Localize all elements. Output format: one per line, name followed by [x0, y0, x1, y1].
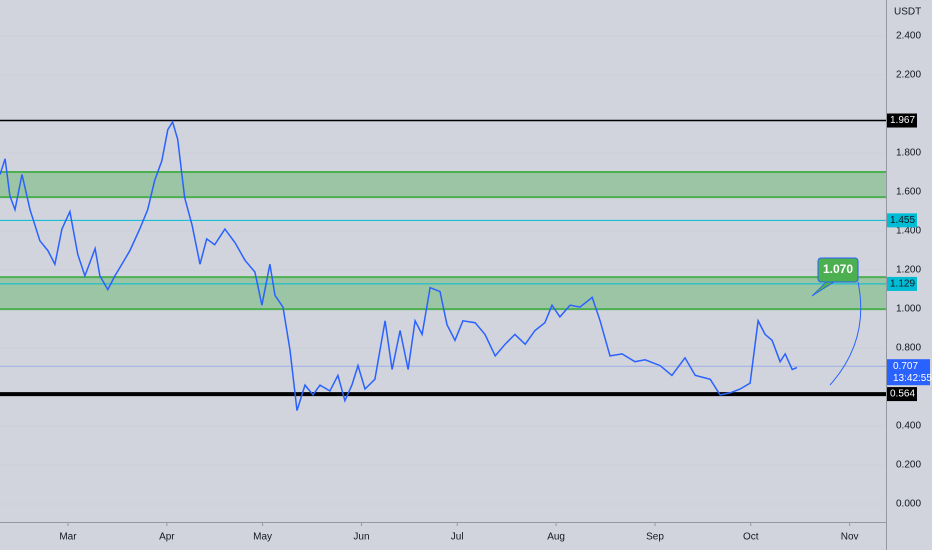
y-tick-label: 2.200: [896, 70, 921, 81]
callout-box: [817, 257, 859, 283]
x-tick-label: Oct: [743, 532, 759, 543]
y-tick-label: 1.800: [896, 148, 921, 159]
x-tick-label: Sep: [646, 532, 664, 543]
x-tick-label: Jun: [353, 532, 369, 543]
x-tick-label: Apr: [159, 532, 175, 543]
price-tag-label: 1.129: [890, 279, 915, 290]
arrow: [829, 281, 862, 386]
y-tick-label: 1.400: [896, 226, 921, 237]
price-tag-label: 1.455: [890, 215, 915, 226]
x-tick-label: May: [253, 532, 272, 543]
plot: [0, 35, 886, 505]
last-price-tag: [887, 359, 930, 386]
x-tick-label: Nov: [841, 532, 859, 543]
price-tag: [887, 387, 917, 402]
y-tick-label: 1.600: [896, 187, 921, 198]
price-tag: [887, 276, 917, 291]
y-tick-label: 0.400: [896, 421, 921, 432]
y-tick-label: 0.800: [896, 343, 921, 354]
y-tick-label: 1.200: [896, 265, 921, 276]
currency-label: USDT: [894, 7, 921, 18]
last-price-label: 0.707: [893, 361, 918, 372]
x-tick-label: Aug: [547, 532, 565, 543]
price-tag: [887, 213, 917, 228]
countdown: 13:42:55: [893, 373, 932, 384]
price-tag-label: 1.967: [890, 115, 915, 126]
price-line: [0, 120, 798, 411]
y-tick-label: 0.200: [896, 460, 921, 471]
y-tick-label: 1.000: [896, 304, 921, 315]
callout-text: 1.070: [823, 262, 853, 276]
x-tick-label: Mar: [59, 532, 77, 543]
x-tick-label: Jul: [451, 532, 464, 543]
price-tag: [887, 113, 917, 128]
y-tick-label: 2.400: [896, 31, 921, 42]
price-tag-label: 0.564: [890, 389, 915, 400]
y-tick-label: 0.000: [896, 499, 921, 510]
zone: [0, 171, 886, 198]
